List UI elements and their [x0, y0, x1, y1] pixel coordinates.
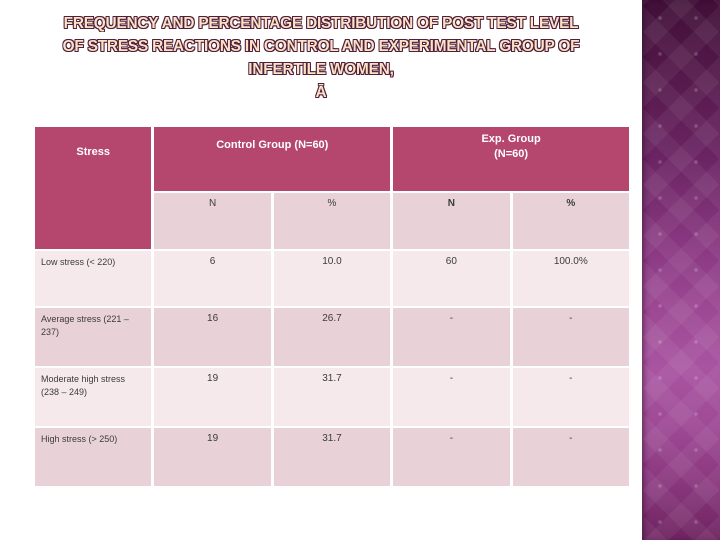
control-n-cell: 19 [154, 368, 271, 426]
exp-pct-cell: - [512, 308, 629, 366]
control-pct-cell: 26.7 [273, 308, 391, 366]
subheader-control-n: N [154, 193, 271, 249]
control-n-cell: 19 [154, 428, 271, 486]
exp-group-header-line2: (N=60) [494, 148, 529, 160]
title-line-1: FREQUENCY AND PERCENTAGE DISTRIBUTION OF… [63, 15, 579, 32]
row-label-cell: High stress (> 250) [35, 428, 152, 486]
control-pct-cell: 31.7 [273, 368, 391, 426]
exp-pct-cell: - [512, 368, 629, 426]
exp-group-header-line1: Exp. Group [481, 133, 541, 145]
exp-n-cell: - [393, 368, 510, 426]
decorative-side-band [642, 0, 720, 540]
exp-n-cell: - [393, 428, 510, 486]
row-label-cell: Average stress (221 – 237) [35, 308, 152, 366]
title-line-2: OF STRESS REACTIONS IN CONTROL AND EXPER… [62, 38, 580, 55]
group-header-row: Stress Control Group (N=60) Exp. Group (… [35, 127, 629, 249]
table-row: High stress (> 250) 19 31.7 - - [35, 428, 629, 486]
title-line-3: INFERTILE WOMEN, [248, 61, 394, 78]
subheader-exp-n: N [393, 193, 510, 249]
table-row: Low stress (< 220) 6 10.0 60 100.0% [35, 251, 629, 306]
control-n-cell: 16 [154, 308, 271, 366]
row-label-cell: Moderate high stress (238 – 249) [35, 368, 152, 426]
control-group-header: Control Group (N=60) [154, 127, 391, 191]
control-pct-cell: 31.7 [273, 428, 391, 486]
table-row: Moderate high stress (238 – 249) 19 31.7… [35, 368, 629, 426]
control-pct-cell: 10.0 [273, 251, 391, 306]
table-row: Average stress (221 – 237) 16 26.7 - - [35, 308, 629, 366]
slide-title: FREQUENCY AND PERCENTAGE DISTRIBUTION OF… [0, 12, 642, 104]
exp-group-header: Exp. Group (N=60) [393, 127, 629, 191]
exp-n-cell: - [393, 308, 510, 366]
subheader-exp-pct: % [512, 193, 629, 249]
stress-column-header: Stress [35, 127, 152, 249]
subheader-control-pct: % [273, 193, 391, 249]
title-line-4: Ā [315, 84, 327, 101]
exp-n-cell: 60 [393, 251, 510, 306]
control-n-cell: 6 [154, 251, 271, 306]
stress-distribution-table: Stress Control Group (N=60) Exp. Group (… [32, 125, 632, 488]
subheader-row: N % N % [35, 193, 629, 249]
exp-pct-cell: 100.0% [512, 251, 629, 306]
exp-pct-cell: - [512, 428, 629, 486]
row-label-cell: Low stress (< 220) [35, 251, 152, 306]
